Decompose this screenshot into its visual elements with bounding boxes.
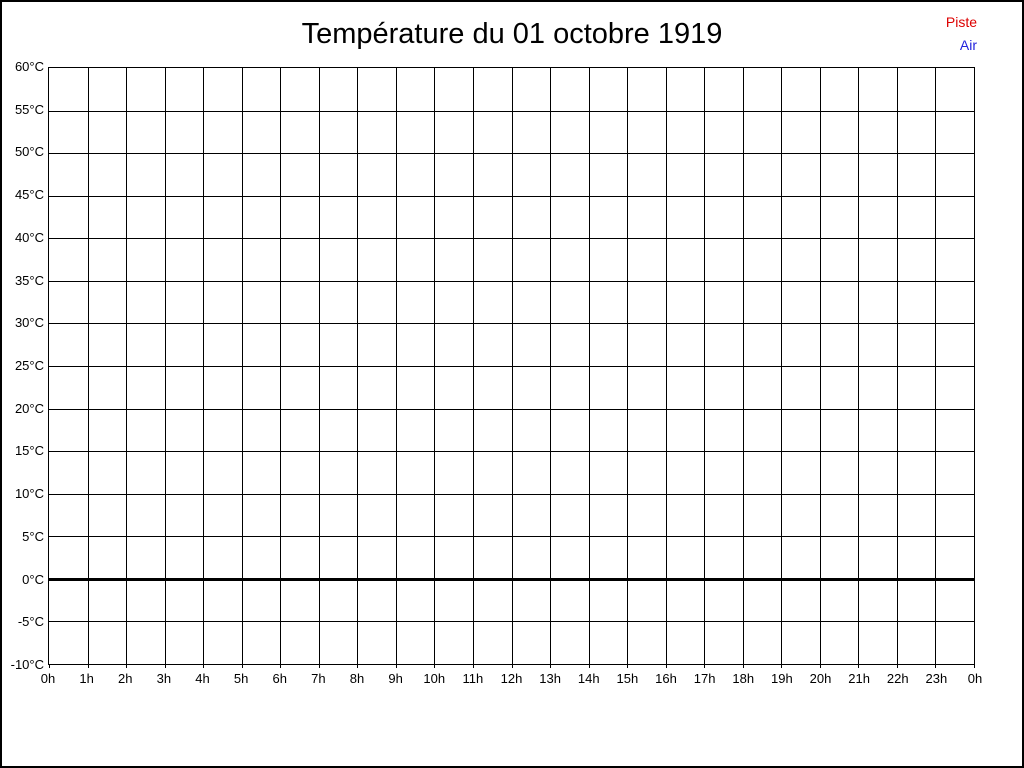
x-axis-label: 2h [118,671,133,686]
y-axis-label: 15°C [14,443,44,458]
x-axis-label: 3h [156,671,172,686]
x-axis-tick [318,665,320,668]
gridline-horizontal [49,280,974,282]
x-axis-label: 13h [539,671,561,686]
y-axis-label: 0°C [22,572,44,587]
x-axis-label: 12h [500,671,523,686]
x-axis-tick [627,665,629,668]
x-axis-label: 21h [848,671,870,686]
zero-degree-line [49,577,974,581]
gridline-horizontal [49,366,974,367]
x-axis-label: 5h [233,671,249,686]
plot-area [48,67,975,668]
x-axis-label: 22h [886,671,909,686]
x-axis-tick [781,665,783,668]
y-axis-label: 5°C [22,529,44,544]
x-axis-tick [472,665,474,668]
gridline-horizontal [49,451,974,453]
x-axis-tick [203,665,205,668]
legend-item-air: Air [959,37,977,53]
x-axis-label: 7h [311,671,326,686]
x-axis-tick [858,665,860,668]
y-axis-label: 25°C [14,358,44,373]
x-axis-label: 9h [388,671,403,686]
x-axis-tick [742,665,744,668]
x-axis-tick [87,665,89,668]
x-axis-label: 19h [771,671,793,686]
y-axis-label: 60°C [14,59,44,74]
y-axis-label: 50°C [14,144,44,159]
y-axis-label: 30°C [14,315,44,330]
x-axis-tick [164,665,166,668]
y-axis-label: -10°C [10,657,44,672]
gridline-horizontal [49,110,974,112]
x-axis-tick [588,665,590,668]
y-axis-label: 35°C [14,273,44,288]
x-axis-label: 4h [195,671,210,686]
y-axis-label: -5°C [17,614,44,629]
y-axis-label: 45°C [14,187,44,202]
y-axis-label: 10°C [14,486,44,501]
x-axis-tick [665,665,667,668]
legend-item-piste: Piste [945,14,977,30]
x-axis-label: 23h [925,671,948,686]
gridline-horizontal [49,408,974,410]
x-axis-label: 18h [732,671,755,686]
chart-title: Température du 01 octobre 1919 [301,18,723,50]
y-axis-label: 55°C [14,102,44,117]
x-axis-tick [241,665,243,668]
x-axis-tick [935,665,937,668]
y-axis-label: 20°C [14,401,44,416]
x-axis-tick [357,665,359,668]
y-axis-label: 40°C [14,230,44,245]
x-axis-label: 11h [462,671,484,686]
x-axis-tick [896,665,898,668]
legend: Piste Air [946,11,977,57]
gridline-horizontal [49,621,974,623]
x-axis-label: 15h [616,671,639,686]
x-axis-tick [49,665,50,668]
x-axis-label: 6h [272,671,287,686]
gridline-horizontal [49,238,974,240]
x-axis-label: 8h [349,671,365,686]
x-axis-tick [819,665,821,668]
x-axis-label: 16h [655,671,677,686]
x-axis-tick [434,665,436,668]
x-axis-label: 0h [967,671,983,686]
x-axis-tick [395,665,397,668]
gridline-horizontal [49,536,974,538]
gridline-horizontal [49,493,974,495]
x-axis-tick [126,665,128,668]
gridline-horizontal [49,323,974,325]
gridline-horizontal [49,195,974,197]
x-axis-label: 20h [809,671,832,686]
x-axis-tick [704,665,706,668]
x-axis-tick [280,665,282,668]
x-axis-label: 10h [423,671,446,686]
x-axis-label: 14h [577,671,600,686]
x-axis-label: 1h [79,671,94,686]
x-axis-tick [974,665,975,668]
x-axis-tick [511,665,513,668]
gridline-horizontal [49,153,974,155]
x-axis-label: 17h [693,671,716,686]
x-axis-label: 0h [40,671,56,686]
x-axis-tick [550,665,552,668]
